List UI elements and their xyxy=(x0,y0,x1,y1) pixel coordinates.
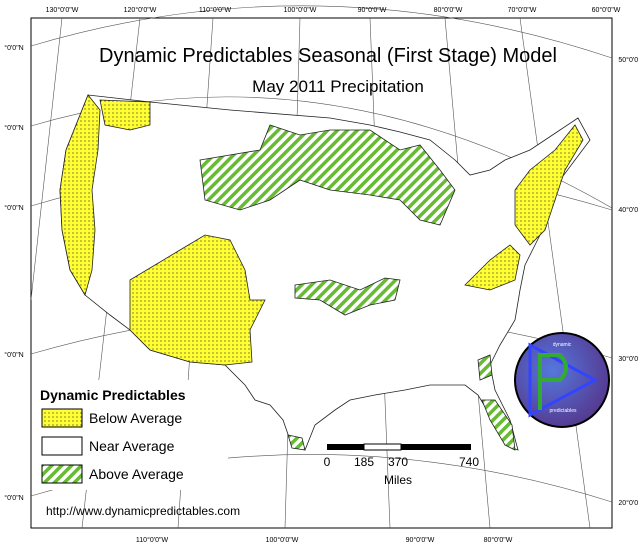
above-central xyxy=(294,277,401,316)
above-florida xyxy=(481,399,516,451)
logo-text: predictables xyxy=(550,408,577,414)
scale-bar: 0 185 370 740 Miles xyxy=(324,443,479,487)
graticule-label: 90°0'0"W xyxy=(406,536,435,544)
website-url: http://www.dynamicpredictables.com xyxy=(46,504,240,518)
legend-swatch xyxy=(41,464,83,484)
graticule-label: 130°0'0"W xyxy=(46,6,79,14)
below-northeast xyxy=(514,124,584,246)
legend-title: Dynamic Predictables xyxy=(40,387,186,403)
graticule-label: °0'0"N xyxy=(4,124,23,132)
graticule-label: 50°0'0"N xyxy=(618,56,638,64)
graticule-label: 90°0'0"W xyxy=(358,6,387,14)
scale-label: 740 xyxy=(459,455,479,469)
legend-swatch xyxy=(41,408,83,428)
scale-label: 185 xyxy=(354,455,374,469)
scale-label: 370 xyxy=(388,455,408,469)
above-northern-plains xyxy=(199,124,456,226)
legend-label: Below Average xyxy=(89,410,182,426)
united-states xyxy=(59,94,591,451)
below-southwest xyxy=(129,234,266,366)
map-subtitle: May 2011 Precipitation xyxy=(252,77,424,96)
legend: Dynamic Predictables Below Average Near … xyxy=(38,380,228,490)
graticule-label: 120°0'0"W xyxy=(124,6,157,14)
logo-text: dynamic xyxy=(553,342,572,348)
legend-label: Near Average xyxy=(89,438,175,454)
graticule-label: 80°0'0"W xyxy=(434,6,463,14)
graticule-label: °0'0"N xyxy=(4,204,23,212)
legend-swatch xyxy=(41,436,83,456)
graticule-label: 60°0'0"W xyxy=(592,6,621,14)
graticule-label: 30°0'0"N xyxy=(618,355,638,363)
legend-label: Above Average xyxy=(89,466,184,482)
graticule-label: 20°0'0"N xyxy=(618,499,638,507)
above-south-texas xyxy=(287,434,306,451)
above-southeast xyxy=(477,354,493,381)
graticule-label: 110°0'0"W xyxy=(199,6,232,14)
below-northwest xyxy=(99,99,151,131)
graticule-label: °0'0"N xyxy=(4,44,23,52)
graticule-label: °0'0"N xyxy=(4,494,23,502)
logo: dynamic predictables xyxy=(514,332,610,428)
below-west-coast xyxy=(59,94,101,297)
graticule-label: 80°0'0"W xyxy=(484,536,513,544)
graticule-label: 100°0'0"W xyxy=(266,536,299,544)
graticule-label: 110°0'0"W xyxy=(136,536,169,544)
graticule-label: 40°0'0"N xyxy=(618,206,638,214)
map-frame xyxy=(30,17,613,529)
scale-label: 0 xyxy=(324,455,331,469)
graticule-label: °0'0"N xyxy=(4,351,23,359)
scale-unit: Miles xyxy=(384,473,412,487)
graticule-labels: 130°0'0"W 120°0'0"W 110°0'0"W 100°0'0"W 90°0… xyxy=(4,6,638,544)
graticule-label: 70°0'0"W xyxy=(508,6,537,14)
map-title: Dynamic Predictables Seasonal (First Sta… xyxy=(99,45,557,67)
below-virginia xyxy=(464,244,521,291)
graticule-label: 100°0'0"W xyxy=(284,6,317,14)
